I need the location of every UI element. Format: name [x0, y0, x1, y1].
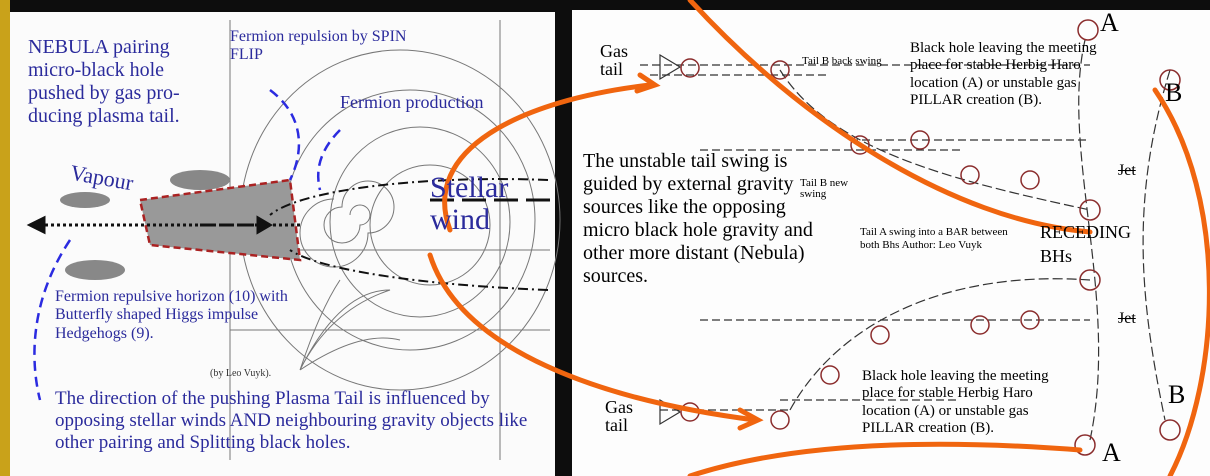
jet-label: Jet — [1118, 310, 1136, 327]
direction-text: The direction of the pushing Plasma Tail… — [55, 388, 528, 453]
spin-flip-label: Fermion repulsion by SPIN FLIP — [230, 28, 407, 64]
receding-label: RECEDING — [1040, 222, 1131, 242]
label-a: A — [1100, 8, 1119, 37]
bhs-label: BHs — [1040, 246, 1073, 266]
jet-label: Jet — [1118, 162, 1136, 179]
plasma-tail — [138, 178, 302, 262]
credit: (by Leo Vuyk). — [210, 368, 272, 379]
arrows — [26, 178, 550, 291]
gas-tail-label: Gas tail — [600, 41, 628, 79]
orange-arrows — [427, 0, 1210, 476]
leaving-text: Black hole leaving the meeting place for… — [862, 368, 1049, 436]
label-a: A — [1102, 438, 1121, 467]
label-b: B — [1168, 380, 1186, 409]
horizon-text: Fermion repulsive horizon (10) with Butt… — [55, 288, 288, 342]
tail-b-back-label: Tail B back swing — [802, 55, 882, 67]
right-panel — [572, 10, 1210, 476]
leaving-text: Black hole leaving the meeting place for… — [910, 40, 1097, 108]
vapour-clouds — [60, 170, 230, 280]
unstable-text: The unstable tail swing is guided by ext… — [583, 150, 813, 287]
production-label: Fermion production — [340, 92, 484, 112]
stellar-wind-label: Stellar wind — [430, 171, 509, 236]
blue-arrows — [33, 89, 341, 401]
black-holes — [680, 19, 1181, 456]
intro-text: NEBULA pairing micro-black hole pushed b… — [28, 36, 180, 127]
tail-b-new-label: Tail B new swing — [800, 177, 849, 200]
label-b: B — [1165, 78, 1183, 107]
gas-tail-label: Gas tail — [605, 397, 633, 435]
field-lines — [229, 20, 561, 460]
edge-bar — [0, 0, 10, 476]
tail-a-text: Tail A swing into a BAR between both Bhs… — [860, 226, 1008, 251]
